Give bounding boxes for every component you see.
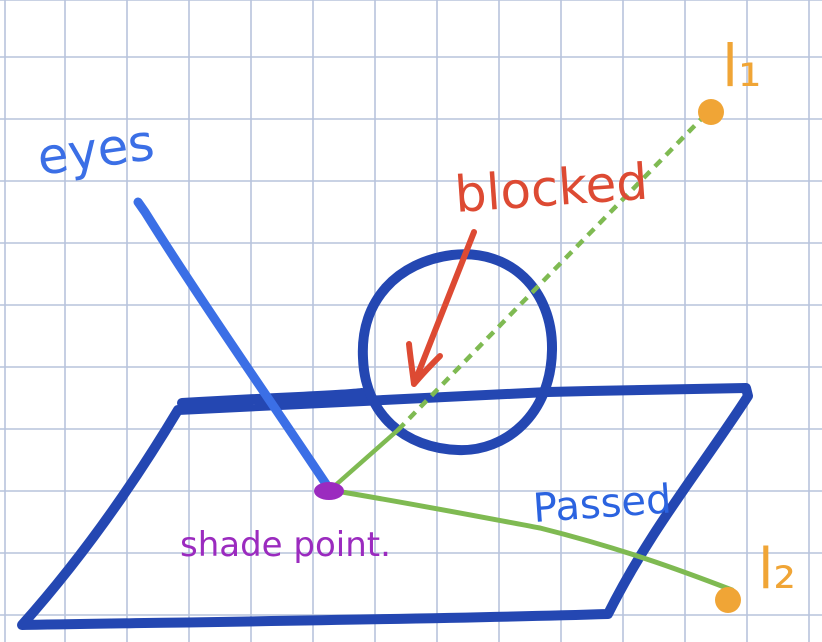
blocked-arrow	[406, 229, 477, 387]
light-1-label: l₁	[722, 32, 761, 100]
shade-point-label: shade point.	[180, 525, 391, 565]
passed-label: Passed	[531, 476, 672, 532]
occluding-sphere	[357, 249, 558, 456]
ground-plane	[17, 383, 753, 630]
light-source-1	[698, 99, 724, 125]
light-source-2	[715, 587, 741, 613]
shadow-ray-l1-dashed	[396, 110, 710, 432]
eyes-label: eyes	[34, 113, 158, 187]
shadow-ray-l1-solid	[327, 427, 401, 493]
blocked-label: blocked	[453, 153, 650, 224]
light-2-label: l₂	[758, 537, 796, 602]
shade-point	[314, 482, 344, 500]
eye-ray	[133, 197, 331, 489]
shadow-ray-l2	[327, 487, 735, 593]
